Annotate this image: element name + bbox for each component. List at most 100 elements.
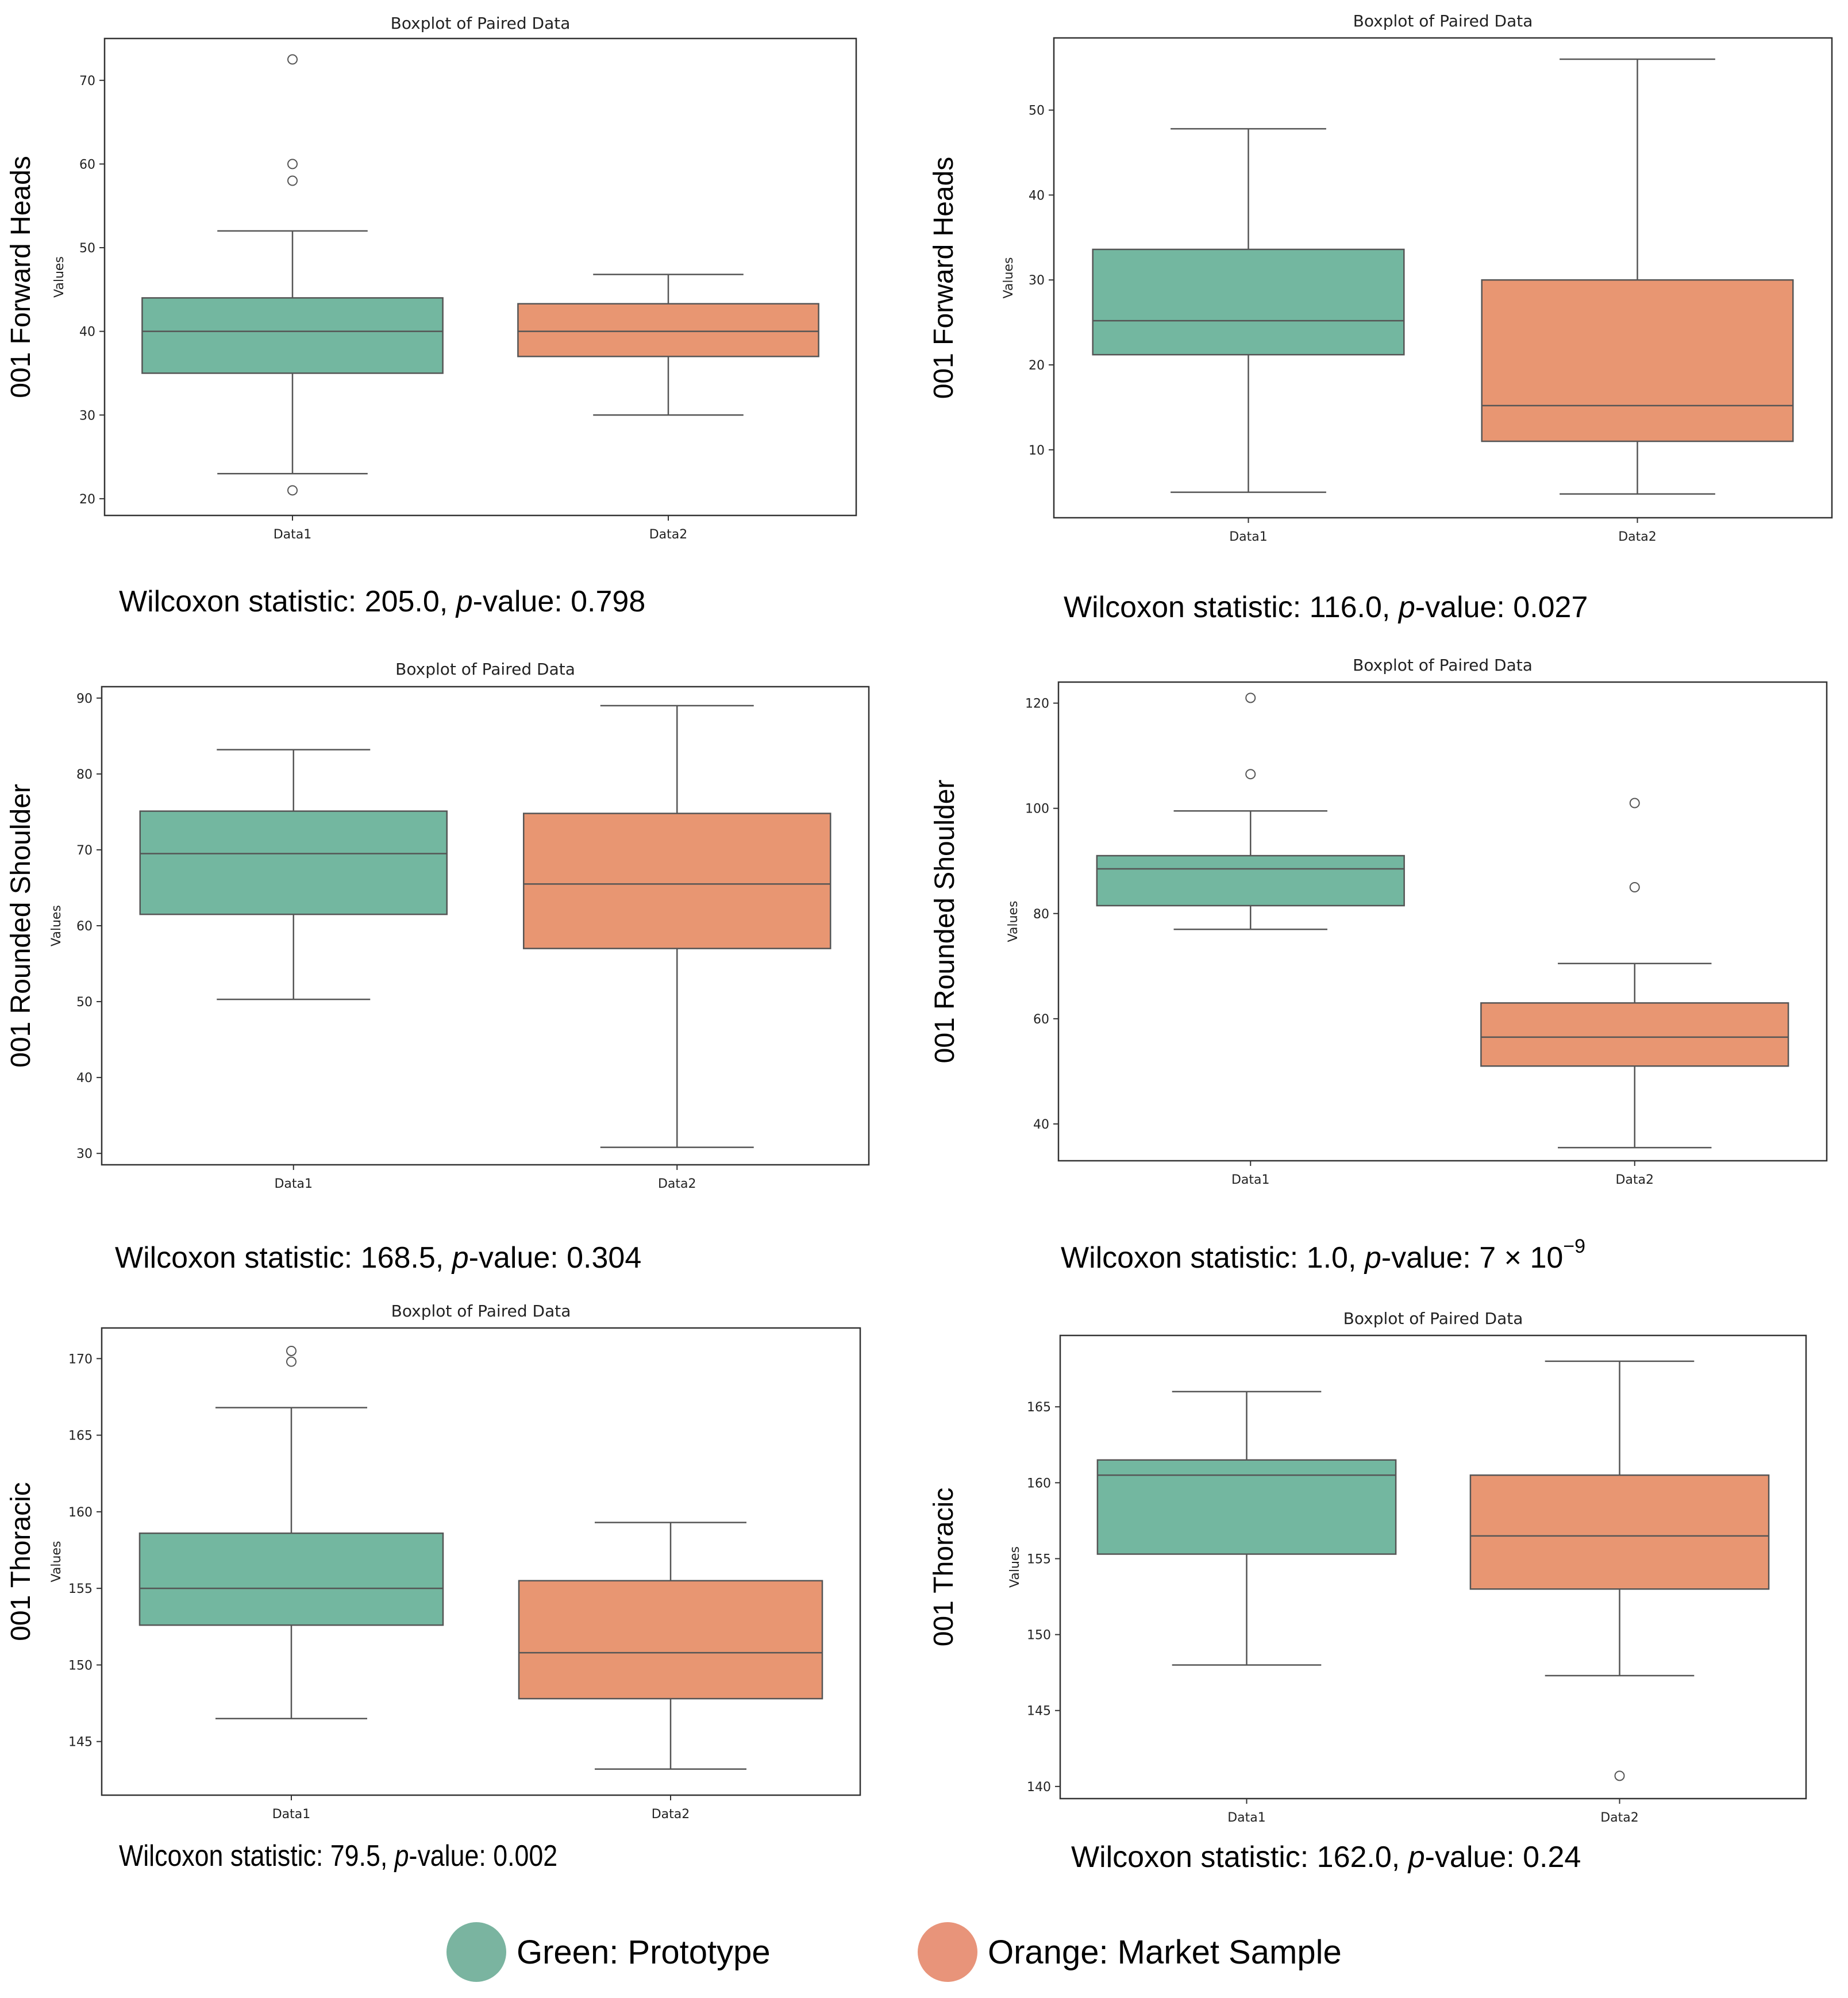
row-label: 001 Forward Heads — [6, 156, 36, 398]
y-tick-label: 30 — [76, 1147, 93, 1161]
y-axis-label: Values — [49, 905, 64, 946]
iqr-box — [139, 810, 448, 915]
x-tick-label: Data2 — [1615, 1173, 1654, 1187]
outlier-point — [287, 54, 298, 65]
boxplot-panel-thoracic-right: Boxplot of Paired Data 001 Thoracic Values… — [929, 1309, 1807, 1825]
legend-label-market-sample: Orange: Market Sample — [988, 1933, 1342, 1971]
y-axis-label: Values — [52, 256, 67, 298]
iqr-box — [523, 813, 831, 949]
legend-swatch-orange — [918, 1922, 977, 1982]
iqr-box — [1469, 1474, 1770, 1590]
y-tick-label: 155 — [1027, 1552, 1051, 1566]
y-tick-label: 70 — [76, 844, 93, 858]
y-tick-label: 90 — [76, 692, 93, 706]
x-tick-label: Data2 — [658, 1177, 696, 1191]
y-tick-label: 40 — [1033, 1118, 1049, 1132]
x-tick-label: Data1 — [272, 1807, 311, 1822]
y-tick-label: 140 — [1027, 1780, 1051, 1795]
y-axis-label: Values — [1008, 1546, 1022, 1588]
x-tick-label: Data1 — [1227, 1811, 1266, 1825]
iqr-box — [141, 297, 444, 374]
outlier-point — [1245, 692, 1256, 703]
y-tick-label: 165 — [1027, 1400, 1051, 1415]
wilcoxon-stat-thoracic-left: Wilcoxon statistic: 79.5, p-value: 0.002 — [119, 1839, 558, 1873]
y-tick-label: 60 — [76, 919, 93, 934]
row-label: 001 Thoracic — [6, 1482, 36, 1641]
y-tick-label: 60 — [1033, 1013, 1049, 1027]
boxplot-panel-thoracic-left: Boxplot of Paired Data 001 Thoracic Values… — [6, 1302, 861, 1822]
chart-title: Boxplot of Paired Data — [391, 14, 571, 33]
x-tick-label: Data1 — [1229, 530, 1268, 544]
x-tick-label: Data2 — [652, 1807, 690, 1822]
y-axis-label: Values — [1006, 901, 1021, 942]
y-tick-label: 155 — [68, 1582, 93, 1596]
legend-swatch-green — [446, 1922, 506, 1982]
iqr-box — [1096, 854, 1405, 907]
outlier-point — [287, 159, 298, 170]
y-tick-label: 40 — [79, 325, 95, 340]
y-tick-label: 160 — [1027, 1476, 1051, 1491]
iqr-box — [1092, 248, 1405, 356]
boxplot-panel-forward-heads-right: Boxplot of Paired Data 001 Forward Heads V… — [929, 11, 1833, 544]
wilcoxon-stat-forward-heads-left: Wilcoxon statistic: 205.0, p-value: 0.79… — [119, 585, 646, 618]
y-tick-label: 165 — [68, 1429, 93, 1443]
plot-frame — [101, 1327, 861, 1796]
outlier-point — [1629, 798, 1640, 809]
chart-title: Boxplot of Paired Data — [1353, 11, 1533, 30]
legend-item-market-sample: Orange: Market Sample — [918, 1922, 1342, 1982]
y-tick-label: 80 — [1033, 907, 1049, 922]
outlier-point — [286, 1345, 297, 1356]
outlier-point — [286, 1356, 297, 1367]
y-tick-label: 50 — [76, 995, 93, 1010]
x-tick-label: Data2 — [1618, 530, 1657, 544]
y-tick-label: 145 — [68, 1735, 93, 1750]
y-tick-label: 80 — [76, 768, 93, 782]
chart-title: Boxplot of Paired Data — [391, 1302, 571, 1321]
wilcoxon-stat-thoracic-right: Wilcoxon statistic: 162.0, p-value: 0.24 — [1071, 1841, 1581, 1874]
outlier-point — [287, 175, 298, 186]
plot-frame — [1059, 1334, 1807, 1800]
y-tick-label: 20 — [1029, 359, 1045, 373]
outlier-point — [1614, 1770, 1625, 1781]
legend-label-prototype: Green: Prototype — [517, 1933, 771, 1971]
y-tick-label: 40 — [1029, 188, 1045, 203]
y-axis-label: Values — [1002, 257, 1016, 299]
y-tick-label: 50 — [1029, 104, 1045, 118]
iqr-box — [1480, 1002, 1789, 1067]
plot-frame — [1057, 681, 1828, 1162]
plot-frame — [101, 686, 870, 1166]
row-label: 001 Rounded Shoulder — [930, 780, 960, 1064]
x-tick-label: Data1 — [274, 1177, 313, 1191]
y-tick-label: 100 — [1025, 802, 1049, 817]
plot-frame — [103, 37, 857, 517]
y-tick-label: 40 — [76, 1071, 93, 1085]
x-tick-label: Data1 — [274, 528, 312, 542]
iqr-box — [1481, 279, 1794, 442]
wilcoxon-stat-rounded-shoulder-right: Wilcoxon statistic: 1.0, p-value: 7 × 10… — [1061, 1235, 1586, 1275]
row-label: 001 Rounded Shoulder — [6, 784, 36, 1068]
iqr-box — [517, 303, 819, 357]
row-label: 001 Forward Heads — [929, 157, 959, 399]
y-tick-label: 60 — [79, 157, 95, 172]
chart-title: Boxplot of Paired Data — [1343, 1309, 1523, 1328]
outlier-point — [1245, 769, 1256, 780]
y-axis-label: Values — [49, 1541, 64, 1583]
y-tick-label: 10 — [1029, 444, 1045, 458]
y-tick-label: 145 — [1027, 1704, 1051, 1719]
y-tick-label: 150 — [68, 1658, 93, 1673]
x-tick-label: Data2 — [649, 528, 688, 542]
row-label: 001 Thoracic — [929, 1488, 959, 1647]
legend-item-prototype: Green: Prototype — [446, 1922, 771, 1982]
y-tick-label: 70 — [79, 74, 95, 88]
wilcoxon-stat-rounded-shoulder-left: Wilcoxon statistic: 168.5, p-value: 0.30… — [115, 1241, 642, 1275]
x-tick-label: Data2 — [1600, 1811, 1639, 1825]
outlier-point — [1629, 882, 1640, 892]
y-tick-label: 30 — [1029, 274, 1045, 288]
wilcoxon-stat-forward-heads-right: Wilcoxon statistic: 116.0, p-value: 0.02… — [1064, 591, 1588, 624]
boxplot-panel-rounded-shoulder-left: Boxplot of Paired Data 001 Rounded Should… — [6, 660, 870, 1191]
x-tick-label: Data1 — [1231, 1173, 1270, 1187]
y-tick-label: 160 — [68, 1506, 93, 1520]
iqr-box — [1096, 1459, 1397, 1555]
y-tick-label: 20 — [79, 492, 95, 507]
boxplot-panel-rounded-shoulder-right: Boxplot of Paired Data 001 Rounded Should… — [930, 656, 1828, 1187]
